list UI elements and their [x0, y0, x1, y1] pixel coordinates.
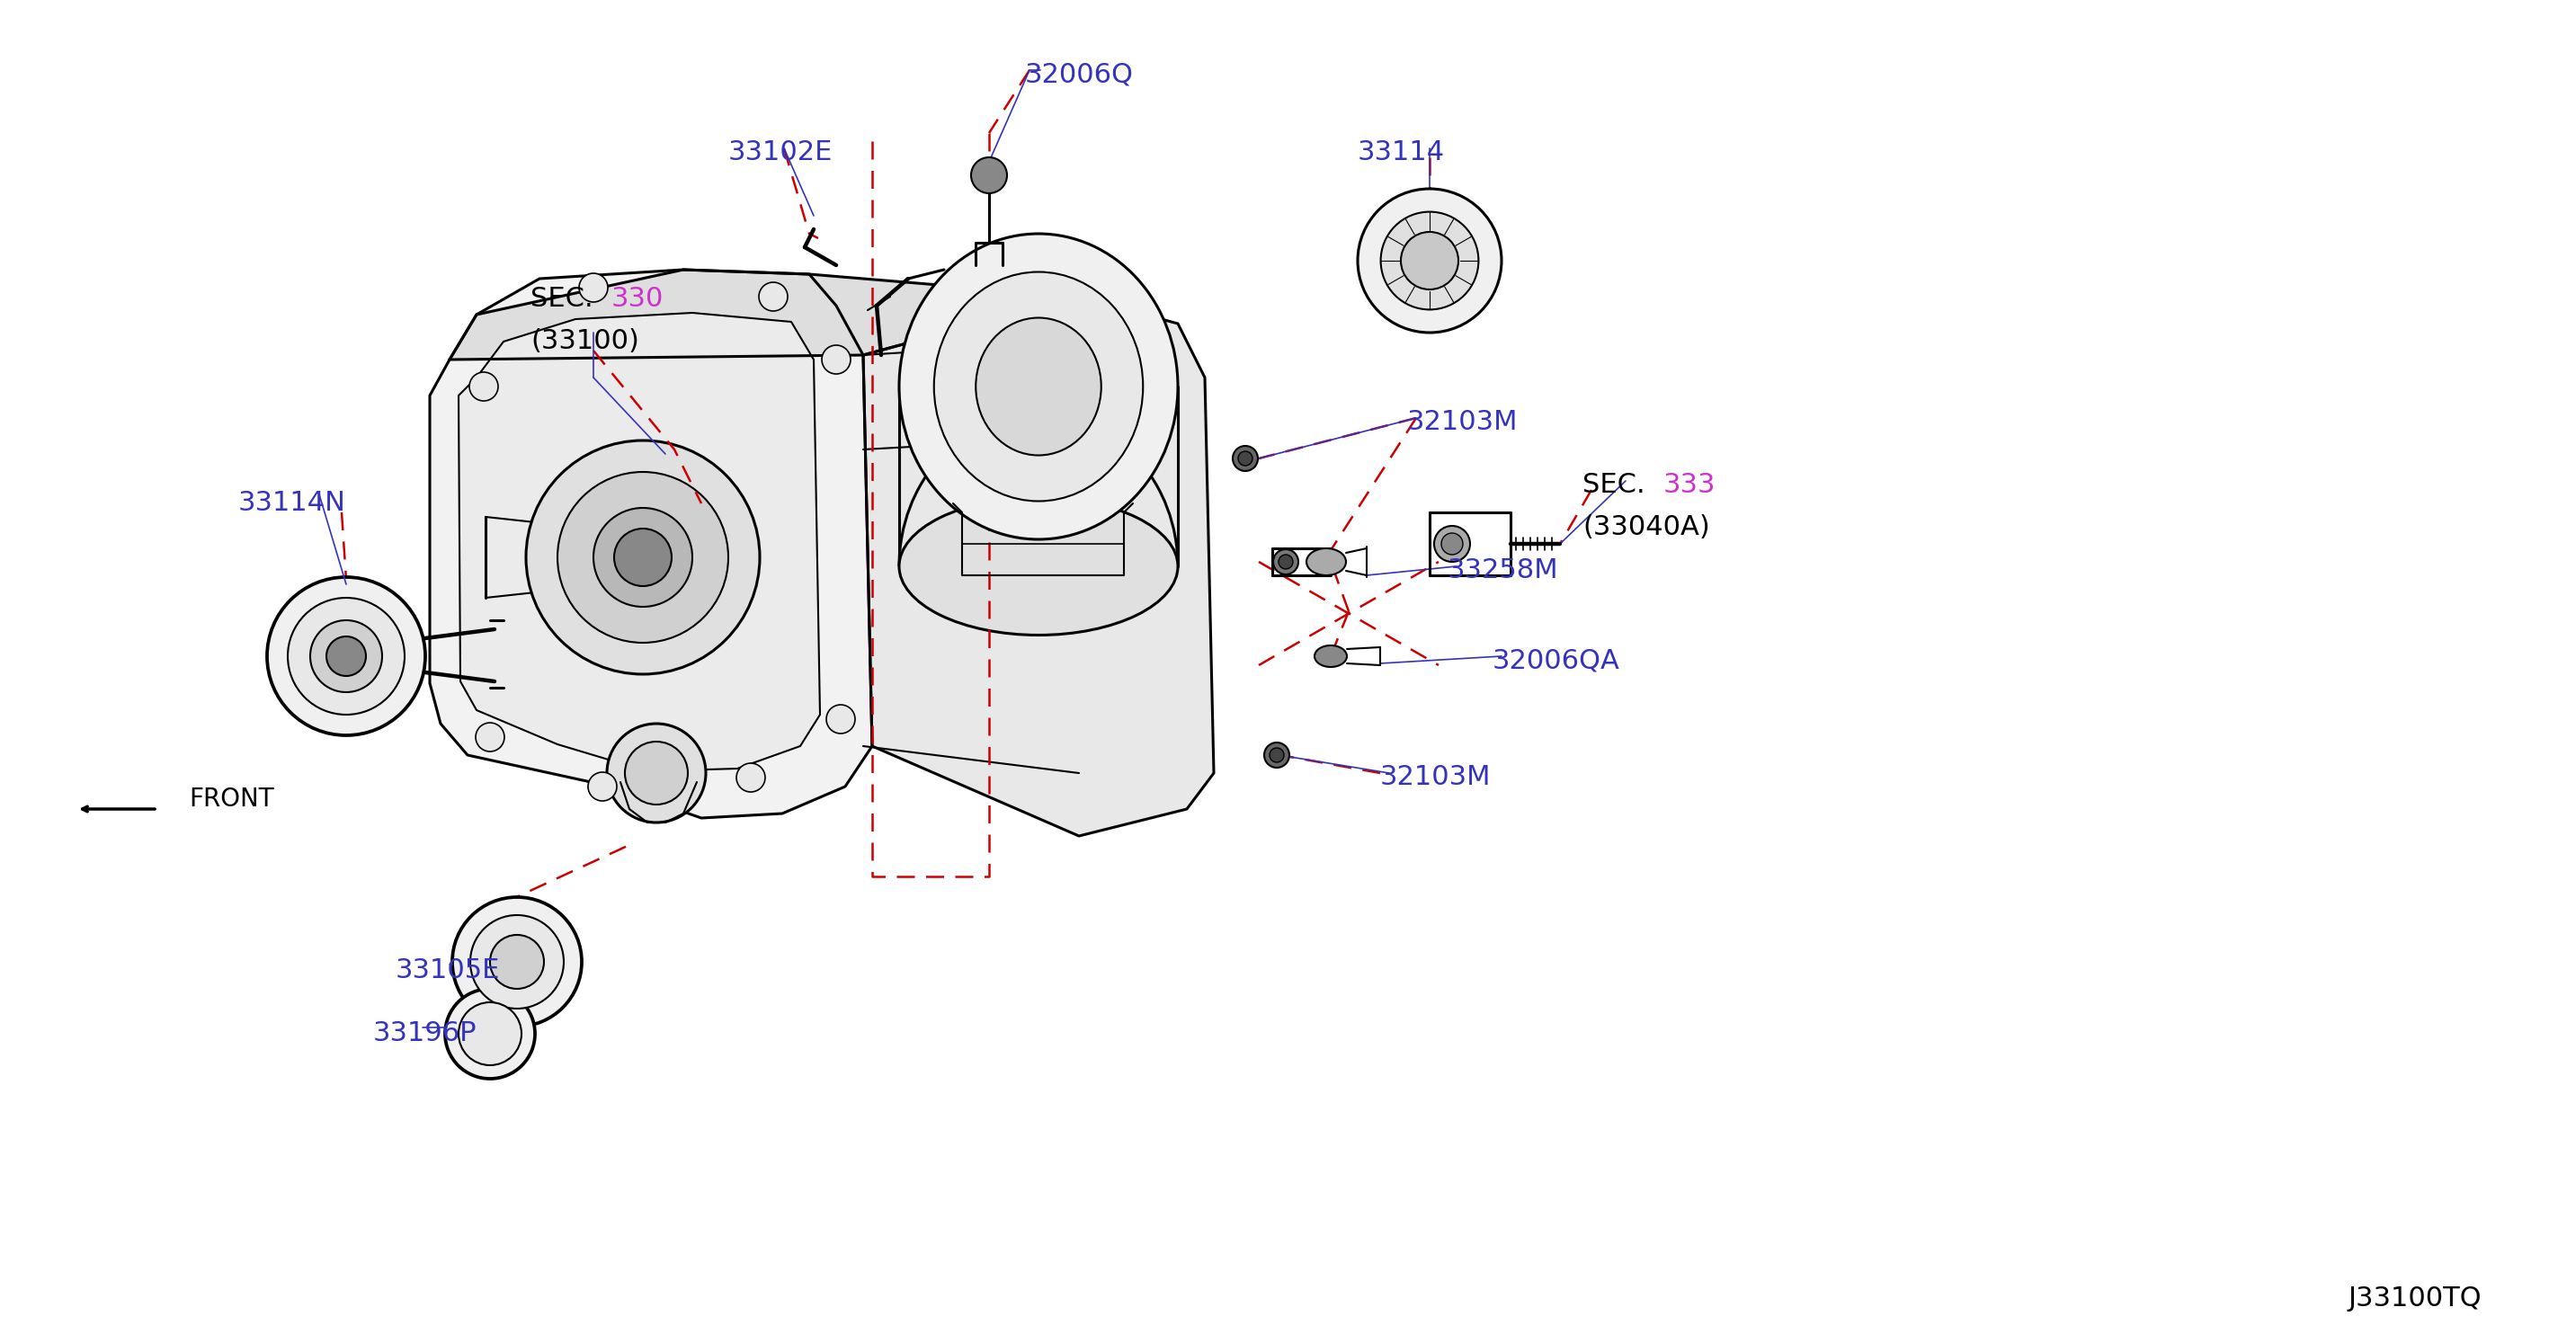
Polygon shape	[451, 269, 1079, 360]
Text: SEC.: SEC.	[531, 285, 611, 312]
Circle shape	[1401, 232, 1458, 289]
Circle shape	[327, 636, 366, 676]
Circle shape	[453, 898, 582, 1027]
Circle shape	[1435, 526, 1471, 562]
Text: 33196P: 33196P	[374, 1021, 477, 1046]
Ellipse shape	[1314, 646, 1347, 667]
Ellipse shape	[935, 272, 1144, 502]
Text: (33040A): (33040A)	[1582, 514, 1710, 540]
Circle shape	[737, 763, 765, 792]
Ellipse shape	[899, 233, 1177, 539]
Polygon shape	[459, 313, 819, 771]
Circle shape	[1381, 212, 1479, 309]
Circle shape	[580, 273, 608, 301]
Circle shape	[1443, 534, 1463, 555]
Text: 32103M: 32103M	[1381, 764, 1492, 790]
Text: FRONT: FRONT	[188, 787, 273, 811]
Text: 32006Q: 32006Q	[1025, 61, 1133, 87]
Text: 32006QA: 32006QA	[1492, 647, 1620, 674]
Text: J33100TQ: J33100TQ	[2347, 1286, 2481, 1311]
Text: 32103M: 32103M	[1406, 410, 1517, 435]
Circle shape	[268, 578, 425, 735]
Text: 33114: 33114	[1358, 139, 1445, 165]
Text: 33258M: 33258M	[1448, 558, 1558, 583]
Text: 33102E: 33102E	[729, 139, 832, 165]
Polygon shape	[863, 296, 1213, 836]
Circle shape	[592, 508, 693, 607]
Text: SEC.: SEC.	[1582, 472, 1662, 498]
Text: 330: 330	[611, 285, 665, 312]
Circle shape	[309, 620, 381, 692]
Circle shape	[489, 935, 544, 988]
Ellipse shape	[899, 498, 1177, 635]
Text: 33114N: 33114N	[237, 490, 345, 516]
Circle shape	[471, 915, 564, 1009]
Circle shape	[1278, 555, 1293, 570]
Circle shape	[587, 772, 616, 800]
Circle shape	[526, 440, 760, 674]
Circle shape	[613, 528, 672, 586]
Circle shape	[822, 346, 850, 374]
Circle shape	[760, 283, 788, 311]
Circle shape	[446, 988, 536, 1079]
Text: 33105E: 33105E	[397, 958, 500, 983]
Text: (33100): (33100)	[531, 328, 639, 354]
Circle shape	[1265, 743, 1291, 767]
Circle shape	[556, 472, 729, 643]
Text: 333: 333	[1664, 472, 1716, 498]
Circle shape	[1358, 189, 1502, 332]
Polygon shape	[430, 269, 873, 818]
Circle shape	[626, 742, 688, 804]
Circle shape	[608, 723, 706, 823]
Circle shape	[1234, 446, 1257, 471]
Ellipse shape	[1306, 548, 1347, 575]
Circle shape	[469, 372, 497, 402]
Circle shape	[1239, 451, 1252, 466]
Circle shape	[971, 157, 1007, 193]
Circle shape	[1270, 748, 1283, 762]
Circle shape	[827, 704, 855, 734]
Circle shape	[289, 598, 404, 715]
Circle shape	[477, 723, 505, 751]
Circle shape	[1273, 550, 1298, 575]
Ellipse shape	[976, 317, 1100, 455]
Circle shape	[459, 1002, 520, 1066]
